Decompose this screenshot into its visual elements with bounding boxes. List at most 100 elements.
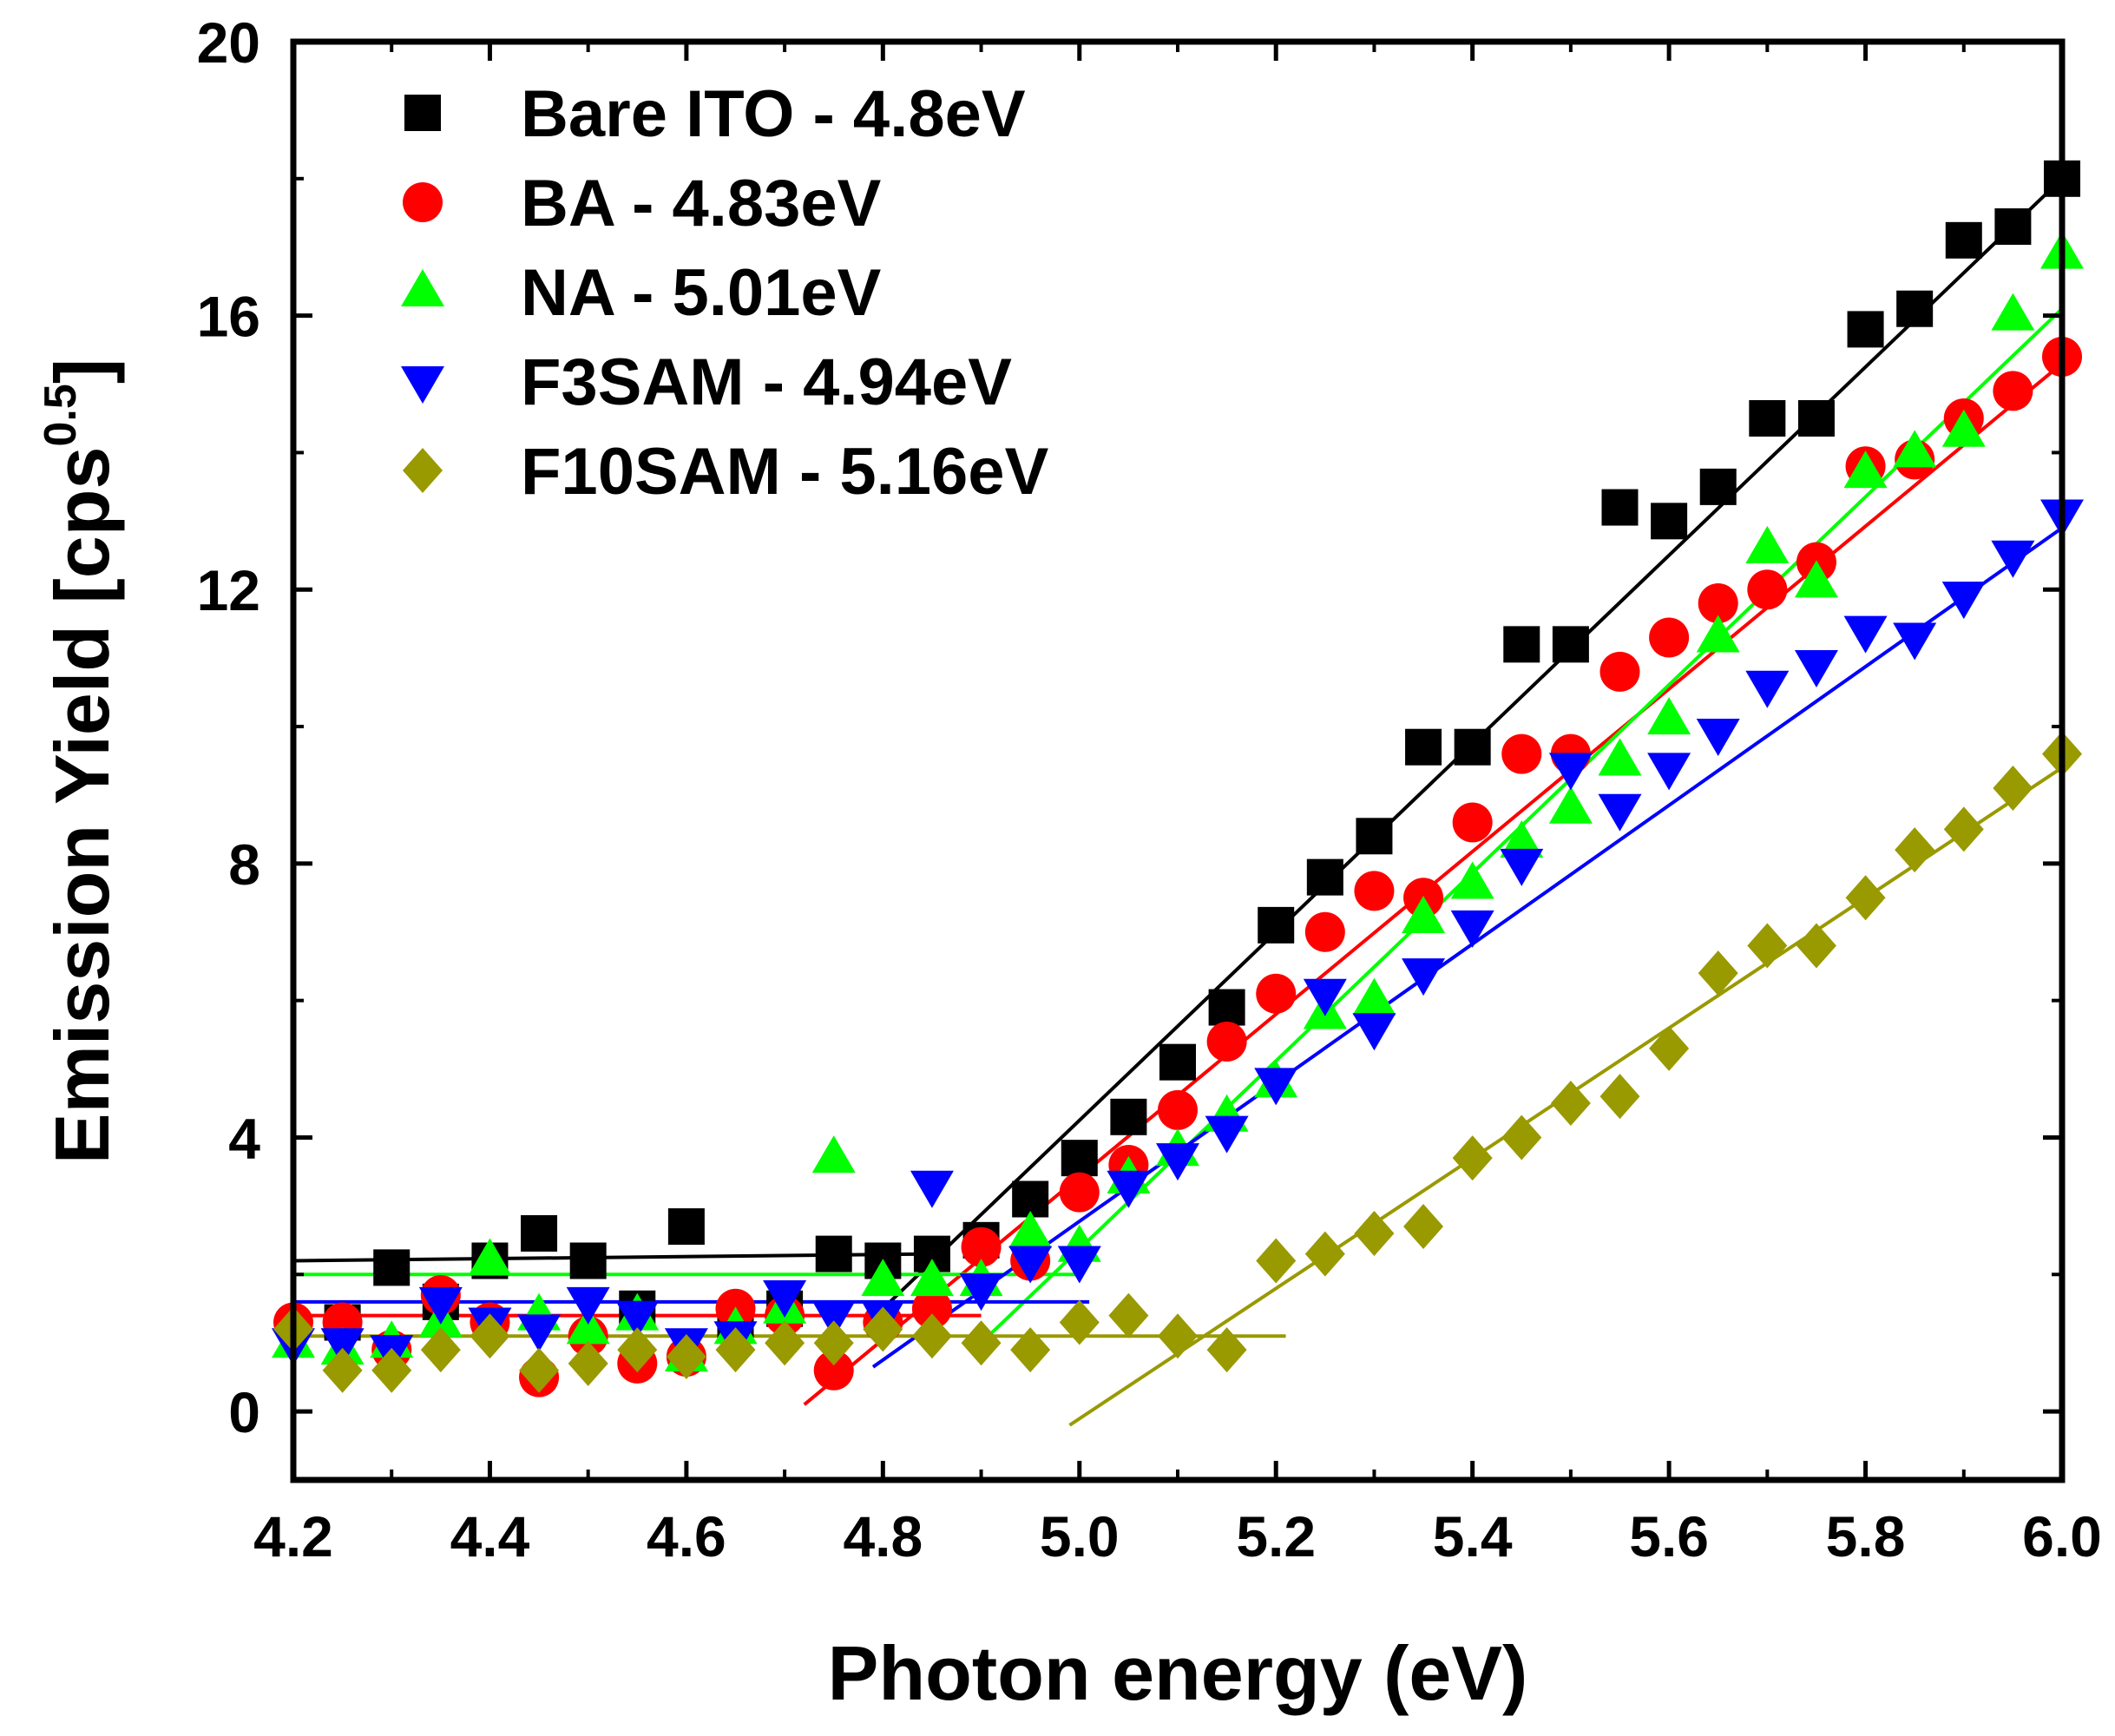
f10sam-data-point <box>1943 806 1984 852</box>
bare-ito-data-point <box>1454 728 1491 766</box>
f3sam-data-point <box>811 1300 856 1338</box>
legend-label-na: NA - 5.01eV <box>521 256 882 330</box>
legend-label-f3sam: F3SAM - 4.94eV <box>521 345 1012 419</box>
f10sam-data-point <box>715 1327 756 1373</box>
x-tick-label: 4.8 <box>843 1504 923 1568</box>
f10sam-data-point <box>1256 1238 1297 1284</box>
na-data-point <box>861 1259 905 1297</box>
y-tick-label: 8 <box>228 832 260 897</box>
x-tick-label: 5.6 <box>1629 1504 1709 1568</box>
x-tick-label: 6.0 <box>2022 1504 2102 1568</box>
f10sam-data-point <box>961 1320 1002 1366</box>
f3sam-data-point <box>1352 1013 1396 1051</box>
na-data-point <box>1598 738 1642 776</box>
legend-entry-na: NA - 5.01eV <box>401 256 882 330</box>
na-data-point <box>566 1306 610 1345</box>
na-data-point <box>1647 697 1691 735</box>
x-tick-label: 4.6 <box>647 1504 726 1568</box>
f3sam-data-point <box>1303 978 1347 1016</box>
legend-label-ba: BA - 4.83eV <box>521 167 882 240</box>
f3sam-data-point <box>1500 848 1544 886</box>
y-axis-title-superscript: 0.5 <box>36 384 86 446</box>
y-tick-label: 4 <box>228 1106 260 1170</box>
f10sam-data-point <box>1845 875 1886 921</box>
y-tick-label: 12 <box>197 558 260 622</box>
bare-ito-data-point <box>1306 858 1343 896</box>
f3sam-data-point <box>615 1300 660 1338</box>
legend-label-bare-ito: Bare ITO - 4.8eV <box>521 77 1026 151</box>
f3sam-data-point <box>320 1328 365 1366</box>
f3sam-data-point <box>1205 1115 1249 1154</box>
legend-entry-f10sam: F10SAM - 5.16eV <box>403 435 1049 509</box>
axis-ticks-layer: 4.2 4.4 4.6 4.8 5.0 5.2 5.4 5.6 5.8 6.0 0 4 8 12 16 20 <box>197 10 2102 1568</box>
y-tick-label: 0 <box>228 1380 260 1444</box>
f10sam-data-point <box>1403 1204 1444 1250</box>
bare-ito-data-point <box>1699 468 1737 505</box>
f10sam-data-point <box>1698 950 1738 996</box>
data-points-layer <box>272 160 2084 1397</box>
na-data-point <box>1893 430 1937 468</box>
ba-data-point <box>1452 802 1493 843</box>
f10sam-data-point <box>1993 766 2033 812</box>
bare-ito-data-point <box>1258 906 1295 944</box>
legend-label-f10sam: F10SAM - 5.16eV <box>521 435 1049 509</box>
x-axis-title: Photon energy (eV) <box>828 1630 1528 1716</box>
legend-marker-f10sam <box>403 448 443 493</box>
f10sam-data-point <box>1550 1081 1591 1127</box>
na-data-point <box>1991 293 2035 331</box>
f10sam-data-point <box>1649 1025 1690 1071</box>
f3sam-data-point <box>1843 615 1888 654</box>
f3sam-data-point <box>1647 753 1691 791</box>
legend-marker-bare-ito <box>404 95 441 131</box>
ba-data-point <box>1304 911 1345 952</box>
bare-ito-data-point <box>1945 221 1982 259</box>
f10sam-data-point <box>1010 1327 1051 1373</box>
f3sam-data-point <box>1794 650 1838 688</box>
x-tick-label: 5.0 <box>1040 1504 1120 1568</box>
f10sam-data-point <box>1158 1313 1198 1359</box>
na-data-point <box>1548 786 1593 824</box>
f10sam-data-point <box>568 1340 608 1386</box>
f10sam-data-point <box>420 1327 461 1373</box>
ba-data-point <box>1993 371 2033 411</box>
bare-ito-data-point <box>1896 290 1934 327</box>
ba-data-point <box>813 1350 854 1391</box>
ba-data-point <box>1599 651 1640 692</box>
f3sam-data-point <box>1402 958 1446 996</box>
bare-ito-data-point <box>1159 1043 1196 1081</box>
legend-marker-f3sam <box>401 366 444 404</box>
x-tick-label: 5.8 <box>1826 1504 1906 1568</box>
x-tick-label: 4.2 <box>253 1504 333 1568</box>
ba-data-point <box>1747 569 1788 610</box>
f3sam-data-point <box>1450 910 1494 948</box>
legend-marker-ba <box>403 182 443 222</box>
bare-ito-data-point <box>1994 208 2032 246</box>
legend-entry-bare-ito: Bare ITO - 4.8eV <box>404 77 1026 151</box>
y-tick-label: 20 <box>197 10 260 75</box>
bare-ito-data-point <box>1356 818 1393 855</box>
na-data-point <box>1008 1210 1053 1248</box>
f3sam-data-point <box>566 1286 610 1325</box>
f10sam-data-point <box>371 1347 412 1393</box>
bare-ito-data-point <box>1797 399 1835 437</box>
f10sam-data-point <box>1501 1115 1542 1161</box>
f10sam-data-point <box>1059 1299 1100 1345</box>
f10sam-data-point <box>911 1313 952 1359</box>
f10sam-data-point <box>1304 1231 1345 1277</box>
x-tick-label: 5.4 <box>1433 1504 1513 1568</box>
na-data-point <box>1450 861 1494 899</box>
bare-ito-data-point <box>569 1242 607 1279</box>
ba-data-point <box>1649 617 1690 658</box>
ba-data-point <box>911 1288 952 1329</box>
bare-ito-data-point <box>1601 489 1639 526</box>
y-tick-label: 16 <box>197 285 260 349</box>
ba-data-point <box>961 1226 1002 1267</box>
f10sam-data-point <box>666 1333 706 1379</box>
na-data-point <box>1352 977 1396 1016</box>
f3sam-data-point <box>1156 1143 1199 1181</box>
ba-data-point <box>1206 1022 1247 1062</box>
f10sam-data-point <box>1747 923 1788 969</box>
x-tick-label: 5.2 <box>1236 1504 1316 1568</box>
bare-ito-data-point <box>667 1208 705 1246</box>
f3sam-data-point <box>1598 793 1642 832</box>
